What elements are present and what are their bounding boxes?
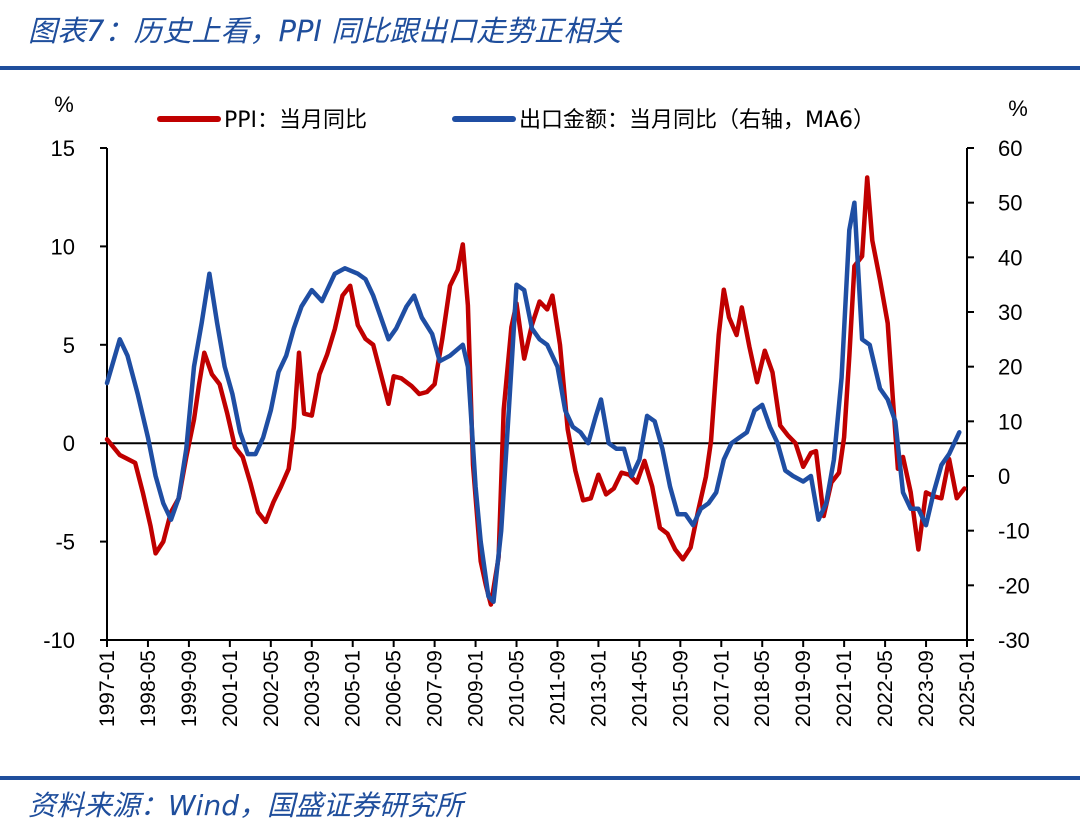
y-left-tick-label: 0	[63, 431, 75, 456]
chart-lines	[104, 175, 967, 607]
figure-title: 图表7：历史上看，PPI 同比跟出口走势正相关	[28, 14, 622, 48]
y-right-unit-label: %	[1008, 96, 1028, 121]
x-tick-label: 2021-01	[833, 650, 856, 727]
x-tick-label: 2014-05	[628, 650, 651, 727]
y-right-tick-label: -20	[998, 573, 1030, 598]
ppi-legend-label: PPI：当月同比	[224, 108, 367, 133]
x-tick-label: 1997-01	[96, 650, 119, 727]
x-tick-label: 2006-05	[383, 650, 406, 727]
y-left-tick-label: 10	[51, 234, 75, 259]
y-right-tick-label: -10	[998, 519, 1030, 544]
x-tick-label: 2007-09	[424, 650, 447, 727]
y-left-tick-label: 5	[63, 333, 75, 358]
y-right-tick-label: 60	[998, 136, 1022, 161]
x-tick-label: 2025-01	[956, 650, 979, 727]
x-tick-label: 2013-01	[587, 650, 610, 727]
x-tick-label: 2023-09	[915, 650, 938, 727]
y-right-tick-label: 20	[998, 355, 1022, 380]
x-tick-label: 2009-01	[465, 650, 488, 727]
x-tick-label: 2015-09	[669, 650, 692, 727]
x-tick-label: 1998-05	[137, 650, 160, 727]
x-tick-label: 2001-01	[219, 650, 242, 727]
title-rule	[0, 66, 1080, 70]
y-right-tick-label: 30	[998, 300, 1022, 325]
y-left-tick-label: -10	[43, 628, 75, 653]
chart-axes: % % -10 -5 0 5 10 15 -30 -20 -10 0 10 20 30 40 50 60 1997-…	[43, 92, 1030, 727]
source-rule	[0, 776, 1080, 780]
x-tick-label: 2011-09	[546, 650, 569, 726]
y-left-unit-label: %	[54, 92, 74, 117]
y-left-tick-label: -5	[55, 530, 75, 555]
x-tick-label: 2003-09	[301, 650, 324, 727]
x-tick-label: 1999-09	[178, 650, 201, 727]
y-right-tick-label: 40	[998, 245, 1022, 270]
y-right-tick-label: -30	[998, 628, 1030, 653]
y-right-tick-label: 50	[998, 191, 1022, 216]
x-tick-label: 2017-01	[710, 650, 733, 727]
y-left-tick-label: 15	[51, 136, 75, 161]
x-tick-label: 2019-09	[792, 650, 815, 727]
x-tick-label: 2010-05	[506, 650, 529, 727]
x-tick-label: 2022-05	[874, 650, 897, 727]
ppi-series-line	[104, 175, 967, 607]
export-legend-label: 出口金额：当月同比（右轴，MA6）	[519, 108, 875, 133]
figure-source: 资料来源：Wind，国盛证券研究所	[28, 789, 463, 822]
x-tick-label: 2002-05	[260, 650, 283, 727]
y-right-tick-label: 0	[998, 464, 1010, 489]
x-tick-label: 2018-05	[751, 650, 774, 727]
export-series-line	[104, 200, 962, 604]
chart-legend: PPI：当月同比 出口金额：当月同比（右轴，MA6）	[157, 108, 875, 133]
y-right-tick-label: 10	[998, 409, 1022, 434]
x-tick-label: 2005-01	[342, 650, 365, 727]
